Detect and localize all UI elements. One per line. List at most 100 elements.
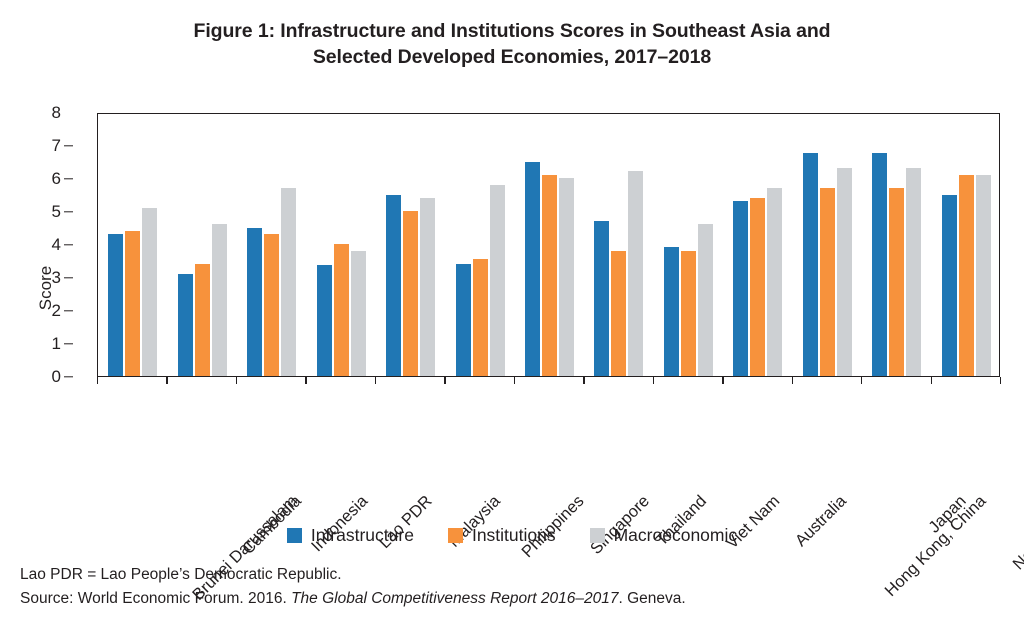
bar-group <box>802 114 852 376</box>
figure-title: Figure 1: Infrastructure and Institution… <box>0 0 1024 71</box>
x-axis-tick <box>791 377 793 384</box>
y-axis-tick <box>64 343 73 345</box>
bar-macroeconomic <box>489 184 505 376</box>
bar-infrastructure <box>316 265 332 376</box>
bar-group <box>177 114 227 376</box>
legend-label: Institutions <box>471 525 556 545</box>
x-axis-ticks <box>97 377 1002 385</box>
y-axis-labels: 0 1 2 3 4 5 6 7 8 <box>0 96 97 396</box>
source-report-title: The Global Competitiveness Report 2016–2… <box>291 589 619 607</box>
bar-infrastructure <box>386 194 402 376</box>
x-axis-tick <box>444 377 446 384</box>
y-axis-tick-label: 7 <box>51 136 61 155</box>
bar-infrastructure <box>247 227 263 376</box>
bar-infrastructure <box>525 161 540 376</box>
bar-institutions <box>542 174 557 376</box>
y-axis-tick <box>64 211 73 213</box>
bar-macroeconomic <box>350 250 366 376</box>
bar-infrastructure <box>941 194 957 376</box>
legend-label: Macroeconomic <box>613 525 738 545</box>
bar-institutions <box>889 187 905 376</box>
y-axis-tick-label: 4 <box>51 235 61 254</box>
legend-label: Infrastructure <box>310 525 414 545</box>
y-axis-tick <box>64 244 73 246</box>
bar-group <box>594 114 644 376</box>
legend-item: Institutions <box>447 525 556 546</box>
figure-footer: Lao PDR = Lao People’s Democratic Republ… <box>20 563 1010 610</box>
x-axis-tick <box>583 377 585 384</box>
bar-infrastructure <box>872 153 888 376</box>
abbreviation-note: Lao PDR = Lao People’s Democratic Republ… <box>20 566 342 583</box>
bar-group <box>455 114 505 376</box>
bar-infrastructure <box>663 247 679 376</box>
bar-group <box>247 114 297 376</box>
bar-infrastructure <box>455 263 471 376</box>
bar-institutions <box>611 250 627 376</box>
bar-group <box>663 114 713 376</box>
bar-institutions <box>472 258 488 376</box>
y-axis-tick-label: 1 <box>51 334 61 353</box>
x-axis-tick <box>305 377 307 384</box>
bar-institutions <box>680 250 696 376</box>
source-suffix: . Geneva. <box>618 589 686 607</box>
bar-infrastructure <box>177 273 193 376</box>
x-axis-tick <box>374 377 377 384</box>
y-axis-tick <box>64 178 73 180</box>
plot-area <box>97 113 1000 377</box>
bar-infrastructure <box>594 220 610 376</box>
x-axis-tick <box>166 377 168 384</box>
bar-macroeconomic <box>211 224 227 376</box>
y-axis-tick <box>64 277 73 279</box>
x-axis-tick <box>652 377 655 384</box>
x-axis-tick <box>861 377 863 384</box>
figure-title-line-1: Figure 1: Infrastructure and Institution… <box>193 20 831 42</box>
y-axis-tick-label: 0 <box>51 367 61 386</box>
bar-group <box>316 114 366 376</box>
bar-institutions <box>125 230 141 376</box>
bar-institutions <box>403 211 419 376</box>
y-axis-tick-label: 3 <box>51 268 61 287</box>
bar-macroeconomic <box>559 178 574 376</box>
bar-group <box>525 114 574 376</box>
x-axis-tick <box>235 377 238 384</box>
legend-swatch-icon <box>447 528 463 543</box>
bar-group <box>872 114 922 376</box>
bar-macroeconomic <box>142 207 158 376</box>
bar-group <box>941 114 991 376</box>
legend-swatch-icon <box>286 528 302 543</box>
bar-macroeconomic <box>281 187 297 376</box>
legend-item: Infrastructure <box>286 525 414 546</box>
bar-group <box>108 114 158 376</box>
bar-macroeconomic <box>697 224 713 376</box>
bar-macroeconomic <box>975 174 991 376</box>
x-axis-tick <box>97 377 99 384</box>
figure-title-line-2: Selected Developed Economies, 2017–2018 <box>312 46 712 69</box>
x-axis-tick <box>1000 377 1002 384</box>
bar-macroeconomic <box>628 171 644 376</box>
bar-group <box>733 114 783 376</box>
x-axis-tick <box>513 377 516 384</box>
bar-institutions <box>264 234 280 376</box>
bar-macroeconomic <box>836 168 852 376</box>
x-axis-tick <box>722 377 724 384</box>
y-axis-tick-label: 8 <box>51 103 61 122</box>
y-axis-tick <box>64 376 73 378</box>
bar-institutions <box>194 263 210 376</box>
legend-swatch-icon <box>589 528 605 543</box>
bar-infrastructure <box>802 153 818 376</box>
y-axis-tick-label: 5 <box>51 202 61 221</box>
bar-institutions <box>750 197 766 376</box>
bar-group <box>386 114 436 376</box>
bar-infrastructure <box>108 234 124 376</box>
source-prefix: Source: World Economic Forum. 2016. <box>20 589 292 607</box>
bar-institutions <box>333 244 349 376</box>
bar-institutions <box>819 187 835 376</box>
bars-container <box>98 114 999 376</box>
bar-infrastructure <box>733 201 749 376</box>
source-note: Source: World Economic Forum. 2016. The … <box>20 587 1010 611</box>
legend-item: Macroeconomic <box>589 525 738 546</box>
bar-macroeconomic <box>906 168 922 376</box>
x-axis-tick <box>930 377 932 384</box>
chart-legend: Infrastructure Institutions Macroeconomic <box>0 525 1024 546</box>
